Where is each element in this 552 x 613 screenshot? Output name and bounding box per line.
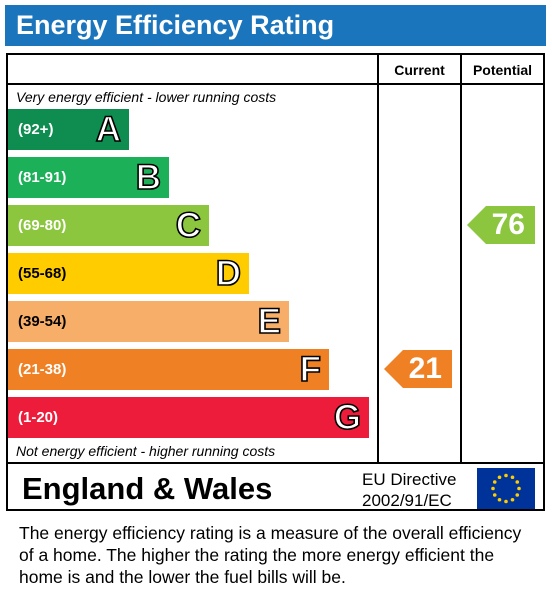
band-letter: D: [215, 253, 242, 294]
region-label: England & Wales: [22, 471, 273, 506]
band-letter: B: [135, 157, 162, 198]
directive-line-2: 2002/91/EC: [362, 491, 452, 510]
directive-label: EU Directive 2002/91/EC: [362, 469, 456, 511]
chart-title: Energy Efficiency Rating: [5, 5, 546, 46]
footer-divider: [8, 462, 543, 464]
band-b: (81-91) B: [8, 157, 169, 198]
band-range-label: (92+): [18, 121, 54, 138]
band-d: (55-68) D: [8, 253, 249, 294]
explanation-text: The energy efficiency rating is a measur…: [19, 523, 522, 587]
potential-rating-arrow: 76: [467, 206, 535, 244]
band-letter: E: [257, 301, 282, 342]
band-range-label: (39-54): [18, 313, 67, 330]
column-header-current: Current: [394, 62, 445, 78]
current-rating-value: 21: [408, 352, 442, 385]
band-range-label: (55-68): [18, 265, 67, 282]
top-note: Very energy efficient - lower running co…: [16, 89, 277, 105]
band-c: (69-80) C: [8, 205, 209, 246]
band-letter: C: [175, 205, 202, 246]
band-f: (21-38) F: [8, 349, 329, 390]
band-letter: A: [95, 109, 122, 150]
column-divider-potential: [460, 55, 462, 464]
column-header-potential: Potential: [472, 62, 533, 78]
band-letter: G: [333, 397, 362, 438]
band-g: (1-20) G: [8, 397, 369, 438]
potential-rating-value: 76: [491, 208, 525, 241]
band-range-label: (69-80): [18, 217, 67, 234]
eu-flag-icon: [477, 468, 535, 514]
band-a: (92+) A: [8, 109, 129, 150]
band-range-label: (21-38): [18, 361, 67, 378]
band-range-label: (81-91): [18, 169, 67, 186]
directive-line-1: EU Directive: [362, 470, 457, 489]
current-rating-arrow: 21: [384, 350, 452, 388]
bottom-note: Not energy efficient - higher running co…: [16, 443, 276, 459]
band-e: (39-54) E: [8, 301, 289, 342]
column-divider-current: [377, 55, 379, 464]
band-letter: F: [299, 349, 322, 390]
rating-table: Current Potential Very energy efficient …: [6, 53, 545, 511]
header-divider: [8, 83, 543, 85]
band-range-label: (1-20): [18, 409, 59, 426]
